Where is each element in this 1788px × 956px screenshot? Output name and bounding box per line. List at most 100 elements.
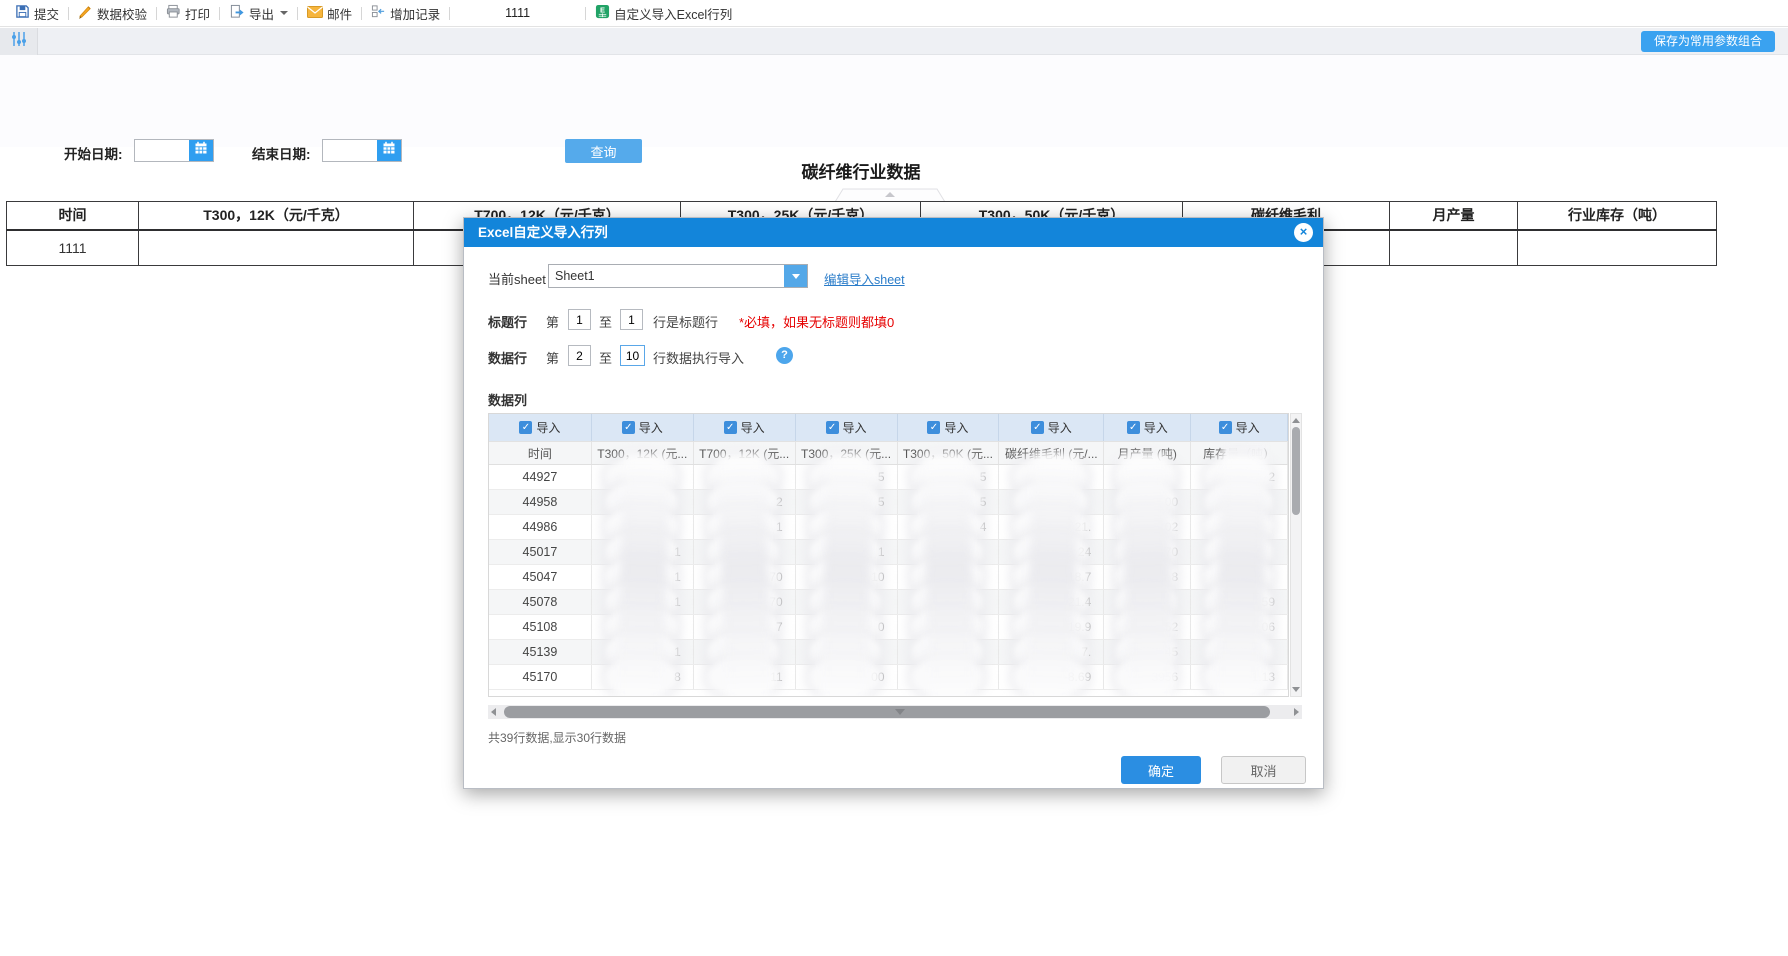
svg-text:E: E <box>600 5 605 14</box>
sheet-select[interactable]: Sheet1 <box>548 264 808 288</box>
toolbar-separator <box>297 6 299 20</box>
scroll-right-icon[interactable] <box>1294 708 1299 716</box>
grid-header-row: 时间 T300，12K (元... T700，12K (元... T300，25… <box>489 441 1288 465</box>
toolbar-separator <box>219 6 221 20</box>
grid-cell-time: 44958 <box>489 490 592 514</box>
import-toggle[interactable]: ✓ 导入 <box>1191 414 1288 441</box>
data-row-to-input[interactable] <box>620 345 645 366</box>
grid-cell-redacted: 11 <box>694 665 796 689</box>
grid-row[interactable]: 45139 1 7. 45 <box>489 640 1288 665</box>
start-date-field <box>134 139 214 162</box>
grid-row[interactable]: 45078 1 70 21.4 59 <box>489 590 1288 615</box>
validate-label: 数据校验 <box>97 7 148 22</box>
header-row-from-input[interactable] <box>568 309 591 330</box>
grid-row[interactable]: 45108 7 0 19.9 52 06 <box>489 615 1288 640</box>
scroll-down-icon[interactable] <box>1292 687 1300 692</box>
excel-icon: E <box>595 4 610 22</box>
grid-horizontal-scrollbar[interactable] <box>488 705 1302 719</box>
grid-row[interactable]: 45170 8 11 00 -8.69 3956 1.13 <box>489 665 1288 690</box>
checkbox-checked-icon[interactable]: ✓ <box>1218 421 1232 434</box>
header-row-suffix: 行是标题行 <box>653 315 719 330</box>
filter-toggle-button[interactable] <box>0 28 38 55</box>
chevron-down-icon <box>280 11 289 15</box>
cell-time: 1111 <box>6 229 139 266</box>
grid-vertical-scrollbar[interactable] <box>1290 413 1302 697</box>
scrollbar-thumb[interactable] <box>504 706 1270 718</box>
import-toggle[interactable]: ✓ 导入 <box>1104 414 1192 441</box>
cancel-button[interactable]: 取消 <box>1221 756 1306 784</box>
grid-cell-redacted: 8 <box>592 665 694 689</box>
import-toggle[interactable]: ✓ 导入 <box>592 414 694 441</box>
header-row-to-input[interactable] <box>620 309 643 330</box>
custom-import-excel-button[interactable]: E 自定义导入Excel行列 <box>586 0 741 27</box>
toolbar-separator <box>156 6 158 20</box>
grid-row[interactable]: 44958 2 5 5 00 <box>489 490 1288 515</box>
grid-cell-time: 44986 <box>489 515 592 539</box>
add-record-button[interactable]: 增加记录 <box>362 0 449 27</box>
checkbox-checked-icon[interactable]: ✓ <box>825 421 839 434</box>
grid-cell-time: 44927 <box>489 465 592 489</box>
submit-label: 提交 <box>34 7 60 22</box>
data-row-from-input[interactable] <box>568 345 591 366</box>
scrollbar-thumb[interactable] <box>1292 427 1300 515</box>
data-validate-button[interactable]: 数据校验 <box>69 0 156 27</box>
start-date-input[interactable] <box>135 140 189 161</box>
checkbox-checked-icon[interactable]: ✓ <box>1030 421 1044 434</box>
start-date-label: 开始日期: <box>64 147 123 162</box>
query-button[interactable]: 查询 <box>565 139 642 163</box>
checkbox-checked-icon[interactable]: ✓ <box>519 421 533 434</box>
grid-cell-redacted <box>1191 540 1288 564</box>
export-button[interactable]: 导出 <box>220 0 297 27</box>
grid-cell-redacted <box>898 665 1000 689</box>
checkbox-checked-icon[interactable]: ✓ <box>621 421 635 434</box>
calendar-icon <box>382 141 396 160</box>
end-date-field <box>322 139 402 162</box>
start-date-calendar-button[interactable] <box>189 140 213 161</box>
scroll-up-icon[interactable] <box>1292 418 1300 423</box>
print-button[interactable]: 打印 <box>157 0 219 27</box>
checkbox-checked-icon[interactable]: ✓ <box>1126 421 1140 434</box>
close-icon[interactable]: × <box>1294 223 1313 242</box>
end-date-calendar-button[interactable] <box>377 140 401 161</box>
grid-cell-time: 45078 <box>489 590 592 614</box>
cell-empty <box>1389 229 1518 266</box>
end-date-input[interactable] <box>323 140 377 161</box>
ok-button[interactable]: 确定 <box>1121 756 1201 784</box>
checkbox-checked-icon[interactable]: ✓ <box>723 421 737 434</box>
grid-row[interactable]: 45047 1 70 10 18.7 8 <box>489 565 1288 590</box>
page-title: 碳纤维行业数据 <box>801 163 921 182</box>
dropdown-button[interactable] <box>784 265 807 287</box>
toolbar-separator <box>585 6 587 20</box>
import-toggle[interactable]: ✓ 导入 <box>489 414 592 441</box>
import-toggle[interactable]: ✓ 导入 <box>694 414 796 441</box>
export-label: 导出 <box>249 7 275 22</box>
grid-body: 44927 5 5 2 44958 2 5 5 00 44986 1 4 21.… <box>489 465 1288 690</box>
col-header-output: 月产量 <box>1389 201 1518 231</box>
import-toggle[interactable]: ✓ 导入 <box>999 414 1105 441</box>
help-icon[interactable]: ? <box>776 347 793 364</box>
grid-row[interactable]: 45017 1 1 24 70 <box>489 540 1288 565</box>
end-date-label: 结束日期: <box>252 147 311 162</box>
grid-row[interactable]: 44927 5 5 2 <box>489 465 1288 490</box>
calendar-icon <box>194 141 208 160</box>
grid-cell-redacted: 1.13 <box>1191 665 1288 689</box>
grid-cell-redacted <box>1191 640 1288 664</box>
record-id-text: 1111 <box>450 0 585 27</box>
scroll-grip-icon <box>895 709 905 715</box>
data-columns-label: 数据列 <box>488 393 528 408</box>
checkbox-checked-icon[interactable]: ✓ <box>927 421 941 434</box>
submit-button[interactable]: 提交 <box>6 0 68 27</box>
mail-button[interactable]: 邮件 <box>298 0 361 27</box>
import-toggle[interactable]: ✓ 导入 <box>898 414 1000 441</box>
grid-cell-time: 45170 <box>489 665 592 689</box>
scroll-left-icon[interactable] <box>491 708 496 716</box>
save-common-params-button[interactable]: 保存为常用参数组合 <box>1640 31 1775 52</box>
current-sheet-label: 当前sheet <box>488 272 546 287</box>
import-toggle[interactable]: ✓ 导入 <box>796 414 898 441</box>
edit-import-sheet-link[interactable]: 编辑导入sheet <box>824 273 905 287</box>
word-no: 第 <box>546 315 560 330</box>
grid-row[interactable]: 44986 1 4 21. 02 <box>489 515 1288 540</box>
header-row-label: 标题行 <box>488 315 528 330</box>
required-note: *必填，如果无标题则都填0 <box>739 315 895 330</box>
printer-icon <box>166 4 181 22</box>
